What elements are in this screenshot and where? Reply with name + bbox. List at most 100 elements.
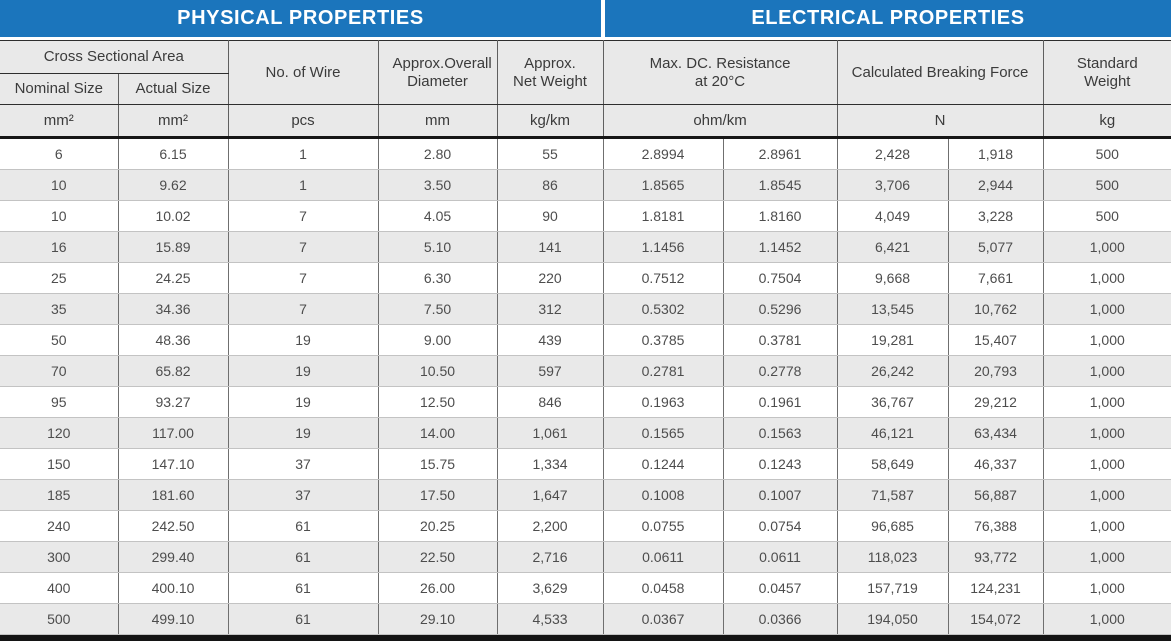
table-cell: 34.36 xyxy=(117,293,229,325)
table-cell: 157,719 xyxy=(836,572,949,604)
table-cell: 500 xyxy=(1042,137,1171,170)
table-cell: 1.1456 xyxy=(602,231,724,263)
table-cell: 9,668 xyxy=(836,262,949,294)
table-cell: 26.00 xyxy=(377,572,498,604)
table-cell: 0.0367 xyxy=(602,603,724,635)
section-banners: PHYSICAL PROPERTIES ELECTRICAL PROPERTIE… xyxy=(0,0,1171,37)
unit-diameter: mm xyxy=(377,104,498,139)
table-cell: 1,000 xyxy=(1042,603,1171,635)
header-approx-net-weight: Approx. Net Weight xyxy=(496,40,604,105)
table-cell: 299.40 xyxy=(117,541,229,573)
table-cell: 6.30 xyxy=(377,262,498,294)
table-cell: 22.50 xyxy=(377,541,498,573)
table-cell: 147.10 xyxy=(117,448,229,480)
header-nominal-size: Nominal Size xyxy=(0,73,119,105)
table-cell: 2,428 xyxy=(836,137,949,170)
table-cell: 19 xyxy=(227,355,379,387)
table-cell: 185 xyxy=(0,479,119,511)
table-cell: 90 xyxy=(496,200,604,232)
header-cross-sectional-area: Cross Sectional Area xyxy=(0,40,229,74)
table-body: 6 6.15 1 2.80 55 2.8994 2.8961 2,428 1,918 500 10 9… xyxy=(0,137,1171,635)
table-cell: 1,000 xyxy=(1042,231,1171,263)
table-cell: 5.10 xyxy=(377,231,498,263)
table-cell: 76,388 xyxy=(947,510,1044,542)
table-cell: 29.10 xyxy=(377,603,498,635)
table-row: 70 65.82 19 10.50 597 0.2781 0.2778 26,242 20,79… xyxy=(0,355,1171,387)
unit-standard-weight: kg xyxy=(1042,104,1171,139)
table-cell: 6 xyxy=(0,137,119,170)
unit-no-of-wire: pcs xyxy=(227,104,379,139)
table-cell: 500 xyxy=(0,603,119,635)
table-cell: 36,767 xyxy=(836,386,949,418)
table-cell: 61 xyxy=(227,541,379,573)
table-cell: 846 xyxy=(496,386,604,418)
table-cell: 242.50 xyxy=(117,510,229,542)
table-cell: 10.02 xyxy=(117,200,229,232)
table-cell: 1.8565 xyxy=(602,169,724,201)
table-cell: 150 xyxy=(0,448,119,480)
table-cell: 1,000 xyxy=(1042,479,1171,511)
table-cell: 500 xyxy=(1042,200,1171,232)
table-cell: 25 xyxy=(0,262,119,294)
table-cell: 35 xyxy=(0,293,119,325)
table-cell: 96,685 xyxy=(836,510,949,542)
table-cell: 10 xyxy=(0,169,119,201)
table-cell: 17.50 xyxy=(377,479,498,511)
table-cell: 13,545 xyxy=(836,293,949,325)
header-max-dc-resistance-line1: Max. DC. Resistance xyxy=(649,55,791,73)
table-cell: 439 xyxy=(496,324,604,356)
table-cell: 12.50 xyxy=(377,386,498,418)
table-cell: 7,661 xyxy=(947,262,1044,294)
table-cell: 16 xyxy=(0,231,119,263)
table-cell: 10 xyxy=(0,200,119,232)
table-cell: 400 xyxy=(0,572,119,604)
table-cell: 29,212 xyxy=(947,386,1044,418)
table-row: 50 48.36 19 9.00 439 0.3785 0.3781 19,281 15,407… xyxy=(0,324,1171,356)
table-cell: 46,121 xyxy=(836,417,949,449)
table-cell: 7 xyxy=(227,200,379,232)
table-cell: 95 xyxy=(0,386,119,418)
table-cell: 86 xyxy=(496,169,604,201)
table-cell: 124,231 xyxy=(947,572,1044,604)
table-cell: 2.8994 xyxy=(602,137,724,170)
table-cell: 3,629 xyxy=(496,572,604,604)
table-cell: 61 xyxy=(227,572,379,604)
properties-table: Cross Sectional Area No. of Wire Approx.… xyxy=(0,40,1171,635)
table-cell: 3,706 xyxy=(836,169,949,201)
table-cell: 118,023 xyxy=(836,541,949,573)
table-cell: 20.25 xyxy=(377,510,498,542)
table-cell: 0.1963 xyxy=(602,386,724,418)
table-cell: 1,000 xyxy=(1042,510,1171,542)
table-cell: 2,200 xyxy=(496,510,604,542)
unit-nominal-size: mm² xyxy=(0,104,119,139)
table-cell: 0.0754 xyxy=(722,510,838,542)
table-cell: 0.7504 xyxy=(722,262,838,294)
table-cell: 0.5296 xyxy=(722,293,838,325)
table-row: 25 24.25 7 6.30 220 0.7512 0.7504 9,668 7,661 1,0… xyxy=(0,262,1171,294)
table-cell: 0.0457 xyxy=(722,572,838,604)
table-cell: 1 xyxy=(227,137,379,170)
banner-divider xyxy=(601,0,605,37)
table-cell: 1.8545 xyxy=(722,169,838,201)
table-cell: 117.00 xyxy=(117,417,229,449)
table-cell: 220 xyxy=(496,262,604,294)
unit-breaking-force: N xyxy=(836,104,1044,139)
table-cell: 46,337 xyxy=(947,448,1044,480)
table-cell: 1,000 xyxy=(1042,417,1171,449)
table-cell: 0.1244 xyxy=(602,448,724,480)
table-cell: 194,050 xyxy=(836,603,949,635)
table-cell: 1,000 xyxy=(1042,355,1171,387)
table-cell: 2,716 xyxy=(496,541,604,573)
table-cell: 9.00 xyxy=(377,324,498,356)
table-cell: 0.3781 xyxy=(722,324,838,356)
table-cell: 0.2781 xyxy=(602,355,724,387)
table-cell: 0.1243 xyxy=(722,448,838,480)
table-cell: 141 xyxy=(496,231,604,263)
unit-resistance: ohm/km xyxy=(602,104,838,139)
table-cell: 63,434 xyxy=(947,417,1044,449)
table-cell: 1,000 xyxy=(1042,448,1171,480)
table-cell: 19 xyxy=(227,386,379,418)
table-cell: 1,000 xyxy=(1042,541,1171,573)
table-row: 240 242.50 61 20.25 2,200 0.0755 0.0754 96,685 7… xyxy=(0,510,1171,542)
